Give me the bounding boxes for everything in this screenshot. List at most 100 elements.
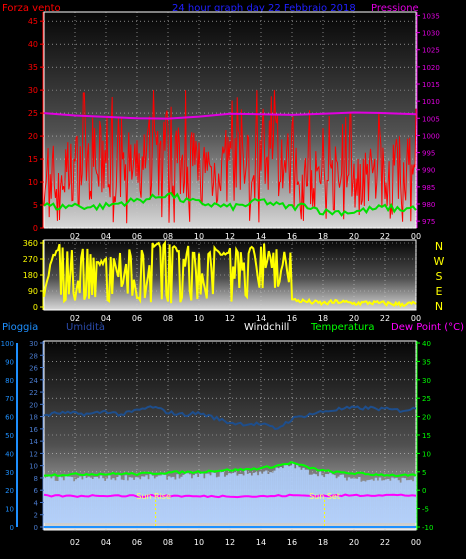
windchill-bar <box>145 475 148 523</box>
windchill-bar <box>248 472 251 523</box>
humidity-tick-label: 4 <box>34 499 39 507</box>
rain-tick-label: 20 <box>5 487 14 495</box>
windchill-bar <box>165 479 169 523</box>
windchill-bar <box>215 477 218 523</box>
windchill-bar <box>409 479 413 523</box>
windchill-bar <box>72 481 76 523</box>
windchill-bar <box>184 473 187 523</box>
humidity-tick-label: 28 <box>29 352 38 360</box>
windchill-bar <box>221 472 225 523</box>
rain-axis: 0 10 20 30 40 50 60 70 80 90 100 <box>1 340 18 532</box>
y-tick-label: 15 <box>28 155 38 164</box>
windchill-bar <box>64 476 68 523</box>
temp-tick-label: -10 <box>422 524 433 532</box>
windchill-bar <box>351 478 355 523</box>
y-tick-label: 0 <box>33 303 38 312</box>
y-tick-label: 180 <box>23 271 38 280</box>
y-tick-label: 1015 <box>422 81 440 89</box>
windchill-bar <box>368 479 371 523</box>
windchill-bar <box>126 480 130 523</box>
windchill-bar <box>312 473 316 523</box>
humidity-tick-label: 0 <box>34 524 38 532</box>
x-tick-label: 18 <box>318 314 328 323</box>
y-tick-label: 90 <box>28 287 38 296</box>
windchill-bar <box>151 475 154 523</box>
windchill-bar <box>366 480 369 523</box>
x-tick-label: 14 <box>256 232 266 241</box>
windchill-bar <box>110 479 113 523</box>
windchill-bar <box>219 472 223 523</box>
windchill-bar <box>50 478 53 523</box>
windchill-bar <box>230 473 233 523</box>
pressure-series <box>43 111 417 120</box>
windchill-bar <box>333 475 336 523</box>
windchill-bar <box>269 472 272 523</box>
humidity-tick-label: 16 <box>29 426 38 434</box>
windchill-bar <box>77 477 80 523</box>
windchill-bar <box>194 473 198 523</box>
windchill-bar <box>411 481 415 523</box>
windchill-bar <box>213 472 216 523</box>
x-tick-label: 18 <box>318 232 328 241</box>
windchill-bar <box>258 471 262 523</box>
windchill-bar <box>232 473 235 523</box>
y-tick-label: 1030 <box>422 30 440 38</box>
windchill-bar <box>211 472 214 523</box>
sunrise-label: Sun Rise <box>136 492 171 501</box>
windchill-bar <box>370 479 373 523</box>
x-tick-label: 16 <box>287 232 297 241</box>
windchill-bar <box>174 479 177 523</box>
x-tick-label: 00 <box>411 232 421 241</box>
windchill-bar <box>124 475 127 523</box>
windchill-bar <box>66 476 70 523</box>
windchill-bar <box>120 479 123 523</box>
direction-degrees-axis: 0 90 180 270 360 <box>23 239 44 312</box>
windchill-bar <box>128 477 132 523</box>
windchill-bar <box>81 479 84 523</box>
windchill-bar <box>354 478 357 523</box>
temp-tick-label: -5 <box>422 506 429 514</box>
windchill-bar <box>223 476 227 523</box>
windchill-bar <box>153 478 156 523</box>
temp-tick-label: 10 <box>422 450 431 458</box>
x-tick-label: 22 <box>380 232 390 241</box>
y-tick-label: 30 <box>28 86 38 95</box>
windchill-bar <box>403 478 406 523</box>
x-tick-label: 12 <box>225 314 235 323</box>
windchill-bar <box>316 476 320 523</box>
windchill-bar <box>395 477 398 523</box>
temp-tick-label: 15 <box>422 432 431 440</box>
windchill-bar <box>343 477 347 523</box>
humidity-tick-label: 24 <box>29 377 38 385</box>
windchill-bar <box>236 475 239 523</box>
windchill-bar <box>103 480 107 523</box>
windchill-bar <box>149 474 152 523</box>
windchill-bar <box>283 465 287 523</box>
humidity-tick-label: 10 <box>29 463 38 471</box>
y-tick-label: 40 <box>28 40 38 49</box>
wind-speed-axis: 0 5 10 15 20 25 30 35 40 45 <box>28 12 44 233</box>
humidity-tick-label: 12 <box>29 450 38 458</box>
windchill-bar <box>199 473 202 523</box>
windchill-bar <box>263 471 266 523</box>
windchill-bar <box>389 480 392 523</box>
windchill-bar <box>320 475 324 523</box>
windchill-bar <box>130 477 134 523</box>
windchill-bar <box>217 476 220 523</box>
windchill-bar <box>192 475 196 523</box>
windchill-bar <box>75 479 78 523</box>
humidity-tick-label: 8 <box>34 475 38 483</box>
x-tick-label: 08 <box>163 232 173 241</box>
windchill-bar <box>347 477 351 523</box>
y-tick-label: 1010 <box>422 98 440 106</box>
windchill-bar <box>106 478 109 523</box>
windchill-bar <box>296 464 299 523</box>
windchill-bar <box>318 471 322 523</box>
windchill-bar <box>182 474 185 523</box>
humidity-tick-label: 6 <box>34 487 39 495</box>
windchill-bar <box>314 474 318 523</box>
windchill-bar <box>132 479 136 523</box>
wind-pressure-grid <box>44 12 417 229</box>
y-tick-label: 1020 <box>422 64 440 72</box>
